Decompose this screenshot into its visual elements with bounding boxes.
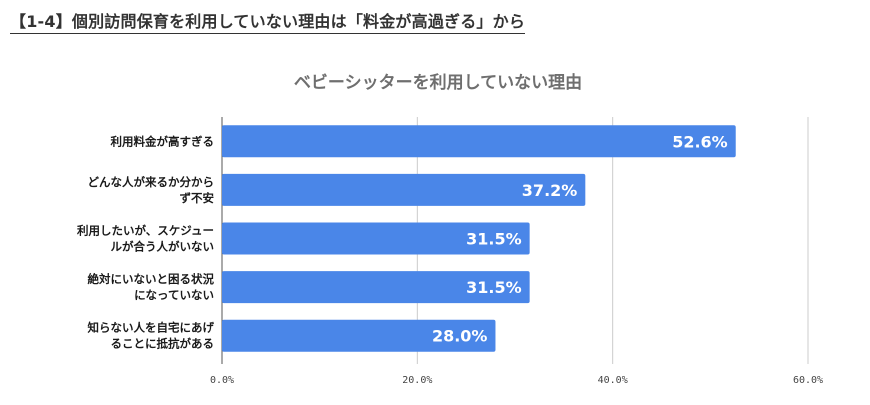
data-label: 52.6%	[672, 132, 728, 151]
category-labels: 利用料金が高すぎるどんな人が来るか分からず不安利用したいが、スケジュールが合う人…	[76, 134, 214, 350]
category-label: ず不安	[180, 191, 215, 205]
category-label: 知らない人を自宅にあげ	[87, 321, 215, 335]
bars: 52.6% 37.2% 31.5% 31.5% 28.0%	[222, 125, 736, 352]
x-tick-label: 0.0%	[210, 375, 234, 386]
data-label: 37.2%	[522, 181, 578, 200]
x-tick-labels: 0.0% 20.0% 40.0% 60.0%	[210, 375, 823, 386]
category-label: どんな人が来るか分から	[88, 175, 215, 189]
bar	[222, 173, 586, 206]
category-label: 利用料金が高すぎる	[110, 134, 215, 148]
data-label: 31.5%	[466, 230, 522, 249]
bar	[222, 319, 496, 352]
page-heading: 【1-4】個別訪問保育を利用していない理由は「料金が高過ぎる」から	[10, 8, 526, 34]
bar	[222, 125, 736, 158]
category-label: 絶対にいないと困る状況	[88, 272, 215, 286]
bar	[222, 222, 530, 255]
category-label: になっていない	[134, 288, 214, 302]
data-label: 28.0%	[432, 327, 488, 346]
x-tick-label: 20.0%	[402, 375, 432, 386]
bar	[222, 271, 530, 304]
category-label: ルが合う人がいない	[111, 240, 215, 254]
x-tick-label: 40.0%	[598, 375, 628, 386]
data-label: 31.5%	[466, 278, 522, 297]
x-tick-label: 60.0%	[793, 375, 823, 386]
chart-title: ベビーシッターを利用していない理由	[294, 72, 582, 93]
category-label: ることに抵抗がある	[111, 337, 215, 351]
category-label: 利用したいが、スケジュー	[76, 224, 214, 238]
